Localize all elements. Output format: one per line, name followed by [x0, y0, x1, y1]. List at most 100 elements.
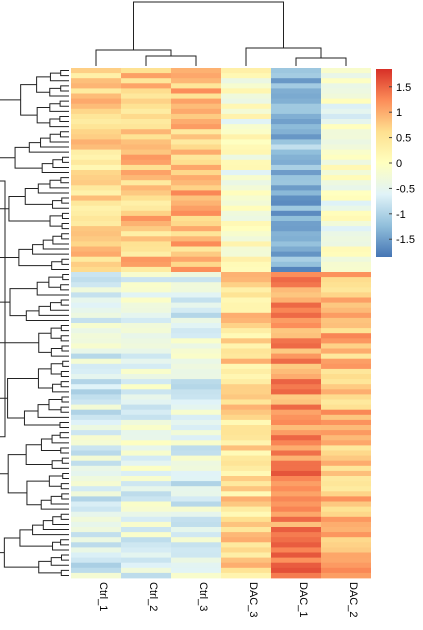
- heatmap-cell: [71, 481, 121, 487]
- heatmap-cell: [221, 368, 271, 375]
- heatmap-cell: [71, 272, 121, 278]
- heatmap-cell: [221, 164, 271, 171]
- dendrogram-branch: [0, 397, 8, 399]
- heatmap-cell: [71, 73, 121, 79]
- heatmap-cell: [71, 113, 121, 120]
- heatmap-cell: [121, 572, 171, 579]
- heatmap-cell: [171, 455, 221, 462]
- heatmap-cell: [171, 108, 221, 115]
- dendrogram-branch: [62, 156, 69, 163]
- heatmap-cell: [221, 516, 271, 523]
- heatmap-cell: [121, 465, 171, 472]
- heatmap-cell: [221, 572, 271, 579]
- heatmap-cell: [271, 567, 321, 574]
- dendrogram-branch: [38, 332, 52, 353]
- heatmap-cell: [271, 251, 321, 258]
- heatmap-cell: [171, 333, 221, 339]
- heatmap-cell: [221, 190, 271, 196]
- heatmap-cell: [271, 368, 321, 375]
- heatmap-cell: [71, 425, 121, 431]
- heatmap-cell: [321, 486, 371, 492]
- heatmap-cell: [221, 205, 271, 212]
- dendrogram-branch: [59, 432, 69, 439]
- heatmap-cell: [321, 144, 371, 150]
- heatmap-cell: [221, 139, 271, 145]
- heatmap-cell: [221, 425, 271, 431]
- heatmap-cell: [271, 562, 321, 569]
- heatmap-cell: [121, 532, 171, 538]
- heatmap-cell: [121, 389, 171, 395]
- heatmap-cell: [221, 557, 271, 564]
- heatmap-cell: [321, 338, 371, 344]
- heatmap-cell: [271, 277, 321, 283]
- heatmap-cell: [271, 144, 321, 150]
- dendrogram-branch: [51, 261, 69, 270]
- heatmap-cell: [71, 221, 121, 227]
- heatmap-cell: [71, 93, 121, 99]
- legend-tick-label: 0.5: [396, 133, 411, 145]
- heatmap-cell: [221, 119, 271, 125]
- heatmap-cell: [171, 572, 221, 579]
- column-label: Ctrl_3: [197, 582, 209, 611]
- heatmap-cell: [321, 241, 371, 247]
- heatmap-cell: [171, 164, 221, 171]
- heatmap-cell: [221, 134, 271, 140]
- heatmap-cell: [71, 537, 121, 543]
- heatmap-cell: [121, 527, 171, 533]
- dendrogram-branch: [60, 569, 69, 576]
- heatmap-cell: [321, 572, 371, 579]
- heatmap-cell: [121, 113, 171, 120]
- heatmap-cell: [221, 170, 271, 176]
- heatmap-cell: [171, 516, 221, 523]
- heatmap-cell: [121, 542, 171, 548]
- heatmap-cell: [171, 73, 221, 79]
- dendrogram-branch: [49, 87, 69, 97]
- heatmap-cell: [321, 491, 371, 497]
- dendrogram-branch: [61, 233, 69, 240]
- heatmap-cell: [271, 205, 321, 212]
- heatmap-cell: [121, 440, 171, 446]
- heatmap-cell: [321, 450, 371, 456]
- dendrogram-branch: [48, 399, 62, 411]
- heatmap-cell: [171, 496, 221, 502]
- heatmap-cell: [221, 343, 271, 349]
- heatmap-cell: [321, 404, 371, 411]
- dendrogram-branch: [23, 410, 60, 426]
- heatmap-cell: [121, 384, 171, 390]
- heatmap-cell: [71, 282, 121, 288]
- heatmap-cell: [321, 358, 371, 365]
- heatmap-cell: [71, 215, 121, 222]
- heatmap-cell: [171, 292, 221, 298]
- dendrogram-branch: [40, 499, 69, 510]
- heatmap-cell: [121, 328, 171, 334]
- heatmap-cell: [221, 73, 271, 79]
- heatmap-cell: [221, 200, 271, 207]
- heatmap-cell: [171, 144, 221, 150]
- heatmap-cell: [221, 384, 271, 390]
- heatmap-cell: [221, 221, 271, 227]
- heatmap-cell: [171, 272, 221, 278]
- heatmap-cell: [271, 312, 321, 319]
- heatmap-cell: [121, 129, 171, 135]
- dendrogram-branch: [62, 472, 69, 480]
- heatmap-cell: [121, 557, 171, 564]
- heatmap-cell: [271, 272, 321, 278]
- heatmap-cell: [321, 287, 371, 293]
- heatmap-cell: [171, 511, 221, 518]
- heatmap-cell: [271, 425, 321, 431]
- heatmap-cell: [321, 368, 371, 375]
- heatmap-cell: [71, 338, 121, 344]
- heatmap-cell: [121, 103, 171, 110]
- heatmap-cell: [271, 328, 321, 334]
- heatmap-cell: [121, 88, 171, 94]
- heatmap-cell: [221, 496, 271, 502]
- dendrogram-branch: [0, 301, 39, 344]
- heatmap-cell: [71, 129, 121, 135]
- heatmap-cell: [271, 440, 321, 446]
- heatmap-cell: [221, 98, 271, 105]
- heatmap-cell: [171, 236, 221, 242]
- dendrogram-branch: [60, 299, 69, 306]
- heatmap-cell: [121, 481, 171, 487]
- heatmap-cell: [271, 496, 321, 502]
- heatmap-cell: [171, 419, 221, 426]
